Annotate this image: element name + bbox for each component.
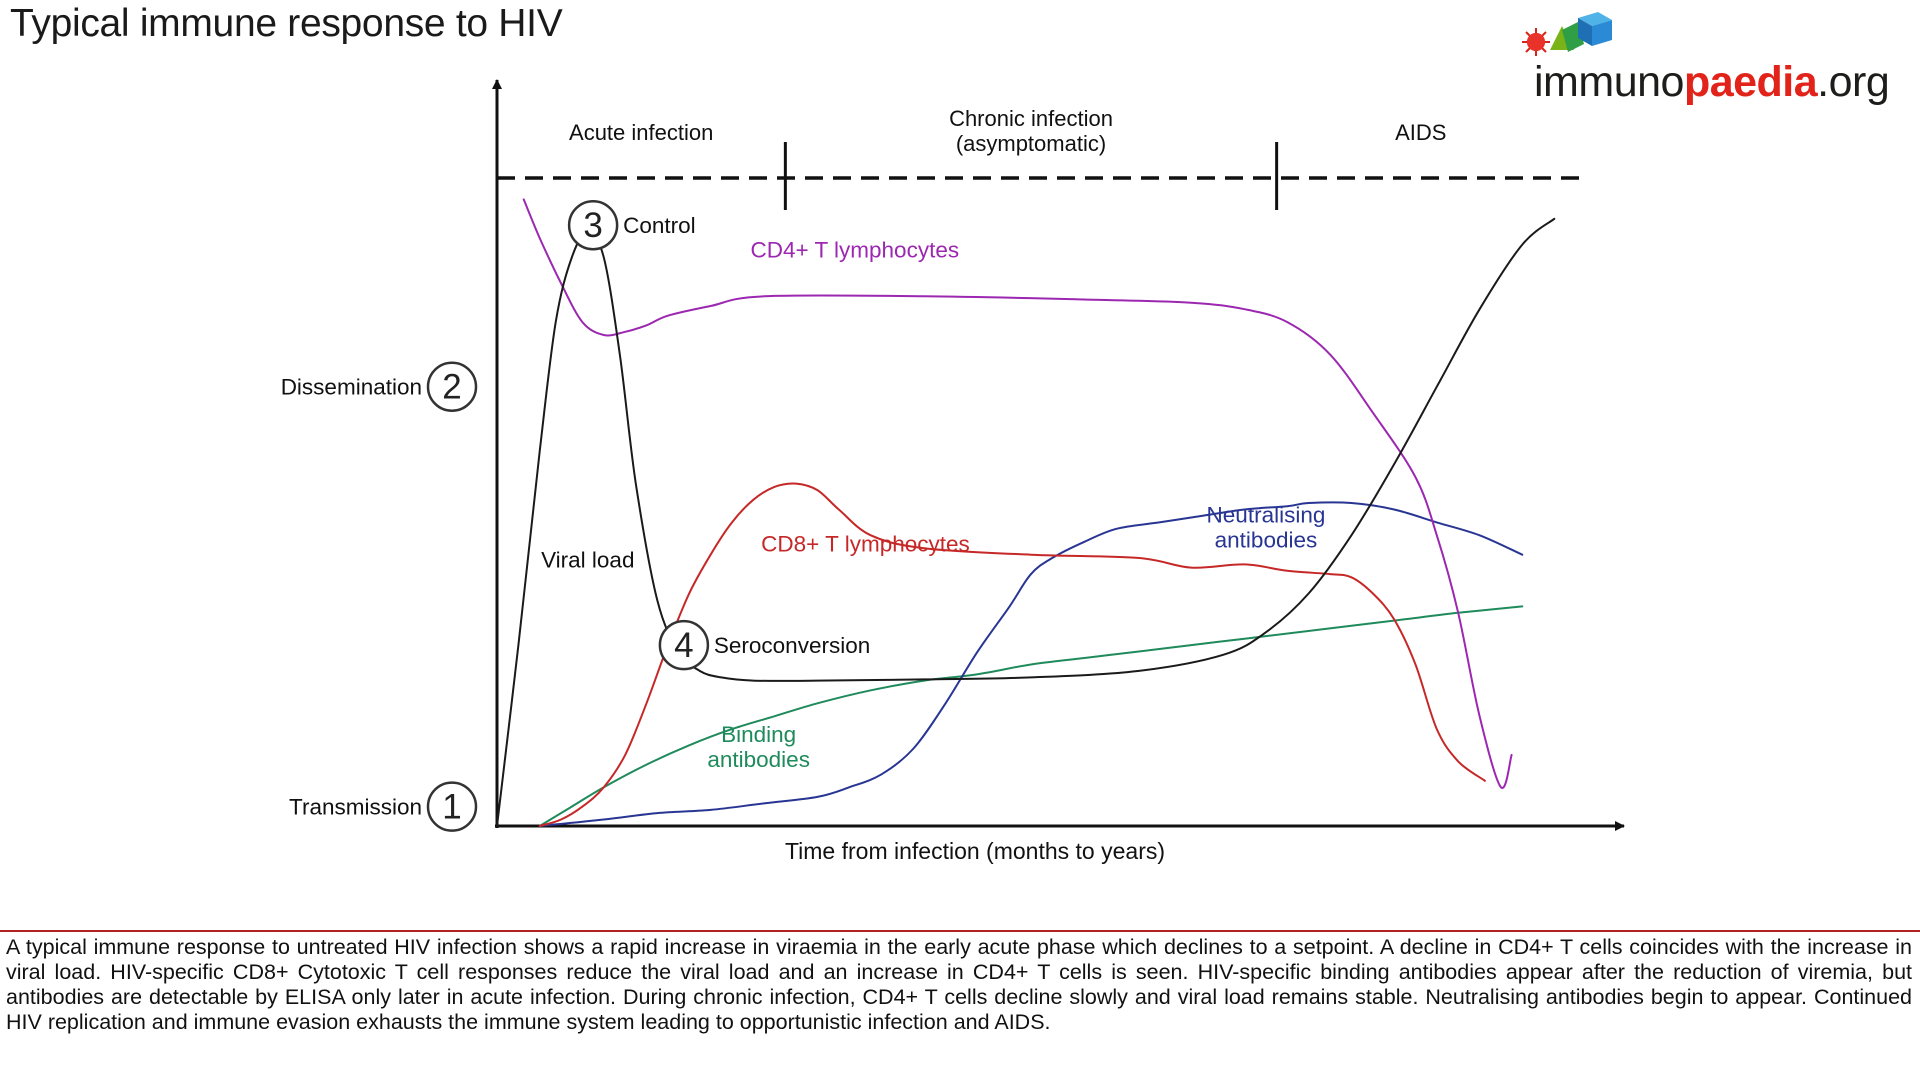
phase-label-chronic-infection: Chronic infection (asymptomatic) (949, 106, 1113, 156)
x-axis-label: Time from infection (months to years) (785, 838, 1165, 864)
stage-number-badge (426, 361, 478, 412)
figure-caption: A typical immune response to untreated H… (6, 935, 1912, 1034)
stage-number-badge (658, 619, 710, 671)
stage-number: 1 (442, 788, 461, 827)
phase-label-aids: AIDS (1395, 120, 1446, 145)
stage-number: 3 (583, 206, 602, 245)
stage-number: 4 (674, 626, 693, 665)
series-label-cd8-t-lymphocytes: CD8+ T lymphocytes (761, 531, 970, 556)
caption-divider (0, 930, 1920, 932)
logo-wordmark: immunopaedia.org (1534, 58, 1890, 106)
stage-label: Seroconversion (714, 633, 870, 658)
series-line-neutralising-antibodies (538, 501, 1524, 827)
stage-seroconversion: 4 Seroconversion (658, 619, 870, 671)
page-title: Typical immune response to HIV (10, 2, 563, 45)
series-label-cd4-t-lymphocytes: CD4+ T lymphocytes (750, 238, 959, 263)
series-label-viral-load: Viral load (541, 548, 634, 573)
stage-control: 3 Control (567, 199, 696, 251)
stage-label: Dissemination (281, 375, 422, 400)
series-line-cd4-t-lymphocytes (522, 198, 1513, 789)
logo-molecule-icon (1522, 12, 1612, 56)
stage-number: 2 (442, 368, 461, 407)
immunopaedia-logo[interactable]: immunopaedia.org (1520, 8, 1920, 108)
series-line-viral-load (496, 217, 1556, 827)
stage-label: Transmission (289, 795, 422, 820)
series-label-neutralising-antibodies: Neutralising antibodies (1207, 502, 1326, 552)
series-line-binding-antibodies (538, 605, 1524, 827)
stage-dissemination: 2 Dissemination (281, 361, 478, 412)
phase-label-acute-infection: Acute infection (569, 120, 713, 145)
series-line-cd8-t-lymphocytes (538, 482, 1486, 827)
hiv-immune-response-chart: Acute infection Chronic infection (asympto… (281, 79, 1625, 864)
stage-label: Control (623, 213, 696, 238)
stage-transmission: 1 Transmission (289, 781, 478, 832)
series-label-binding-antibodies: Binding antibodies (707, 722, 810, 772)
stage-number-badge (567, 199, 619, 251)
stage-number-badge (426, 781, 478, 832)
